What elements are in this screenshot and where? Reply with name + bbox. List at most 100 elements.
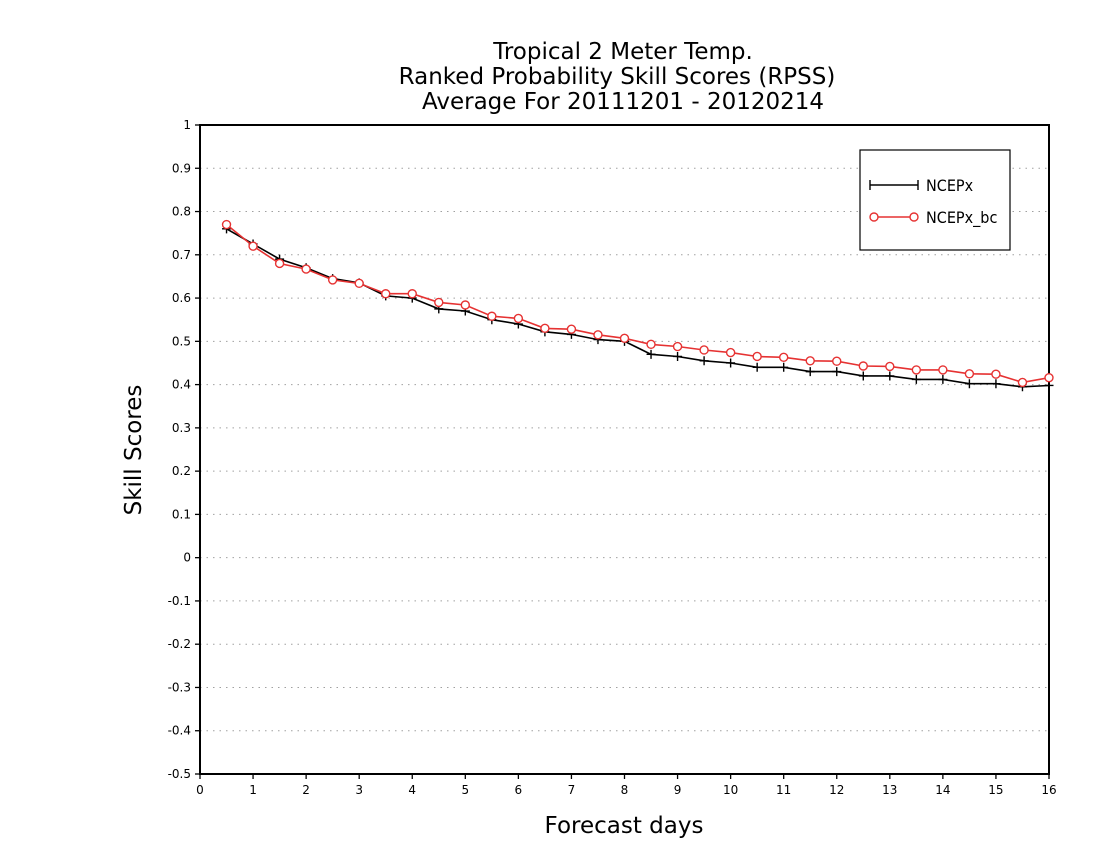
legend-box — [859, 149, 1011, 251]
legend-items: NCEPx NCEPx_bc — [869, 176, 997, 228]
y-tick-label: 0.6 — [172, 291, 191, 305]
data-point — [354, 278, 364, 289]
y-tick-label: 0.1 — [172, 507, 191, 521]
y-tick-label: 0.9 — [172, 161, 191, 175]
legend-item: NCEPx — [869, 176, 974, 195]
legend-marker — [869, 180, 919, 190]
data-point — [858, 361, 868, 371]
data-point — [407, 289, 417, 299]
x-tick-label: 3 — [355, 783, 363, 797]
data-point — [752, 351, 762, 362]
y-tick-label: 0 — [183, 551, 191, 565]
y-tick-label: -0.1 — [168, 594, 191, 608]
data-point — [1044, 380, 1054, 390]
data-point — [301, 264, 311, 274]
data-point — [487, 311, 497, 321]
data-point — [779, 362, 789, 372]
y-tick-label: 1 — [183, 118, 191, 132]
data-point — [964, 379, 974, 389]
data-point — [513, 313, 524, 324]
data-point — [832, 367, 842, 377]
data-point — [938, 374, 948, 384]
chart-title-line-3: Average For 20111201 - 20120214 — [422, 89, 824, 115]
data-point — [381, 289, 391, 299]
x-tick-label: 8 — [621, 783, 629, 797]
legend-marker — [909, 212, 919, 222]
data-point — [858, 371, 868, 381]
data-point — [991, 369, 1001, 379]
data-point — [911, 374, 921, 384]
y-tick-label: 0.8 — [172, 205, 191, 219]
data-point — [460, 300, 471, 310]
x-tick-label: 1 — [249, 783, 257, 797]
data-point — [778, 352, 789, 363]
legend-item: NCEPx_bc — [869, 208, 997, 228]
data-point — [725, 347, 736, 358]
data-point — [327, 275, 338, 285]
x-tick-label: 14 — [935, 783, 950, 797]
data-point — [1017, 377, 1028, 388]
y-axis-ticks: 1 0.9 0.8 0.7 0.6 0.5 0.4 0.3 0.2 0.1 0 -0.1 -0.2 -0.… — [168, 118, 200, 781]
data-point — [566, 324, 577, 334]
gridlines — [200, 167, 1049, 732]
x-tick-label: 15 — [988, 783, 1003, 797]
data-point — [274, 258, 285, 269]
data-point — [805, 367, 815, 377]
data-point — [991, 379, 1001, 389]
y-tick-label: -0.4 — [168, 724, 191, 738]
data-point — [964, 369, 975, 379]
data-point — [699, 356, 709, 366]
y-tick-label: 0.2 — [172, 464, 191, 478]
data-series — [221, 219, 1054, 392]
data-point — [646, 339, 656, 350]
x-tick-label: 7 — [568, 783, 576, 797]
y-tick-label: 0.4 — [172, 378, 191, 392]
data-point — [248, 241, 258, 251]
data-point — [699, 345, 709, 355]
data-point — [885, 371, 895, 381]
series-ncepx-bc — [221, 219, 1054, 388]
x-tick-label: 0 — [196, 783, 204, 797]
x-tick-label: 11 — [776, 783, 791, 797]
y-tick-label: -0.3 — [168, 680, 191, 694]
x-tick-label: 16 — [1041, 783, 1056, 797]
data-point — [593, 330, 603, 340]
x-axis-ticks: 0 1 2 3 4 5 6 7 8 9 10 11 12 13 14 15 16 — [196, 774, 1057, 797]
data-point — [726, 358, 736, 368]
data-point — [938, 365, 948, 375]
x-tick-label: 12 — [829, 783, 844, 797]
data-point — [646, 349, 656, 359]
y-tick-label: 0.7 — [172, 248, 191, 262]
data-point — [752, 362, 762, 372]
y-tick-label: 0.5 — [172, 334, 191, 348]
data-point — [885, 361, 895, 372]
legend-marker — [869, 212, 879, 222]
data-point — [805, 356, 815, 366]
data-point — [540, 323, 550, 334]
x-axis-label: Forecast days — [545, 813, 704, 839]
data-point — [672, 341, 683, 352]
y-tick-label: 0.3 — [172, 421, 191, 435]
x-tick-label: 6 — [515, 783, 523, 797]
data-point — [619, 333, 630, 344]
x-tick-label: 13 — [882, 783, 897, 797]
legend-label: NCEPx_bc — [926, 208, 997, 228]
data-point — [911, 365, 922, 375]
x-tick-label: 9 — [674, 783, 682, 797]
data-point — [673, 351, 683, 361]
x-tick-label: 5 — [461, 783, 469, 797]
y-tick-label: -0.5 — [168, 767, 191, 781]
data-point — [832, 356, 842, 366]
legend: NCEPx NCEPx_bc — [859, 149, 1011, 251]
data-point — [1044, 372, 1054, 383]
x-tick-label: 2 — [302, 783, 310, 797]
chart-title-line-1: Tropical 2 Meter Temp. — [492, 39, 753, 65]
x-tick-label: 4 — [408, 783, 416, 797]
data-point — [434, 297, 444, 308]
x-tick-label: 10 — [723, 783, 738, 797]
chart-title-line-2: Ranked Probability Skill Scores (RPSS) — [399, 64, 836, 90]
chart-title: Tropical 2 Meter Temp. Ranked Probabilit… — [399, 39, 836, 115]
data-point — [221, 219, 232, 230]
series-line — [226, 228, 1050, 388]
